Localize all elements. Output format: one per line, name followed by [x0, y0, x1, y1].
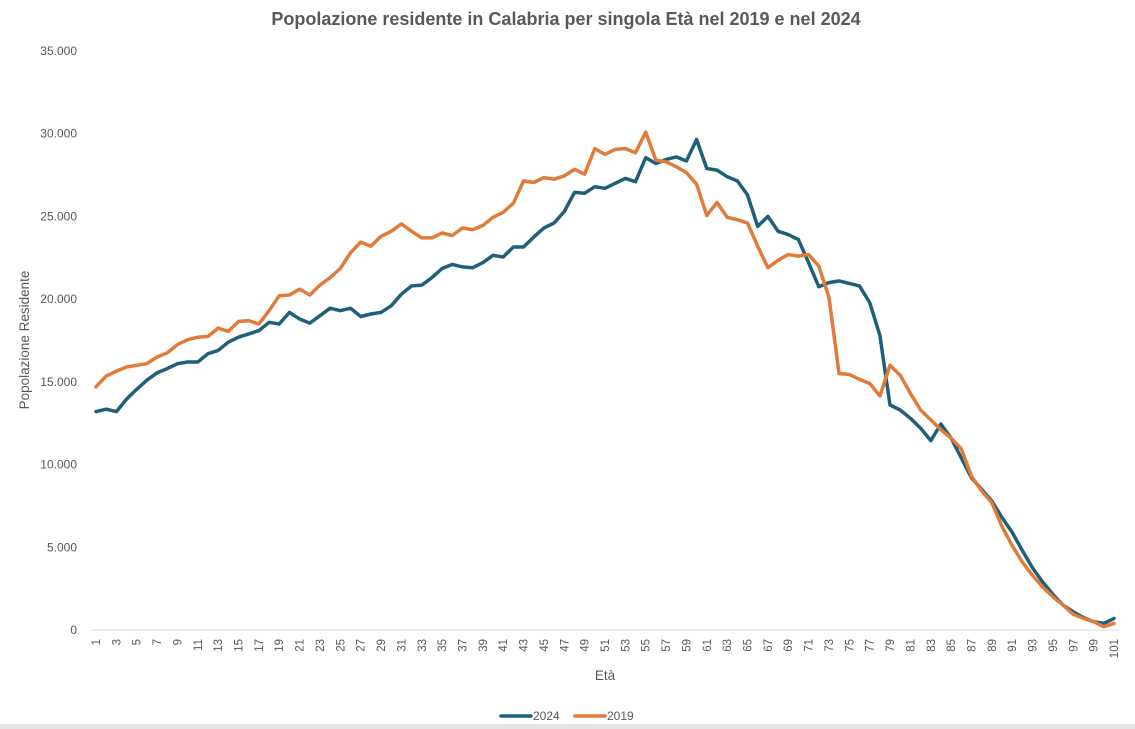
- y-tick-label: 25.000: [40, 209, 77, 223]
- x-tick-label: 5: [132, 639, 144, 645]
- x-axis-ticks: 1 3 5 7 9 11 13 15 17 19 21 23 25 27 29 31 33 35 37 39 41 43 4…: [91, 639, 1121, 658]
- x-tick-label: 37: [457, 639, 469, 652]
- x-tick-label: 19: [274, 639, 286, 652]
- x-tick-label: 63: [722, 639, 734, 652]
- x-tick-label: 45: [539, 639, 551, 652]
- y-axis-ticks: 0 5.000 10.000 15.000 20.000 25.000 30.000 35.0…: [40, 44, 77, 637]
- chart-title: Popolazione residente in Calabria per si…: [271, 9, 860, 29]
- x-tick-label: 75: [844, 639, 856, 652]
- x-tick-label: 81: [905, 639, 917, 652]
- x-tick-label: 3: [111, 639, 123, 645]
- x-tick-label: 77: [865, 639, 877, 652]
- x-tick-label: 21: [295, 639, 307, 652]
- y-tick-label: 5.000: [47, 540, 77, 554]
- x-tick-label: 9: [172, 639, 184, 645]
- x-tick-label: 71: [804, 639, 816, 652]
- y-tick-label: 15.000: [40, 375, 77, 389]
- y-axis-label: Popolazione Residente: [17, 271, 32, 410]
- series-line-2019: [94, 130, 1116, 629]
- x-tick-label: 33: [417, 639, 429, 652]
- y-tick-label: 35.000: [40, 44, 77, 58]
- y-tick-label: 10.000: [40, 458, 77, 472]
- x-tick-label: 95: [1048, 639, 1060, 652]
- x-tick-label: 31: [396, 639, 408, 652]
- x-tick-label: 93: [1028, 639, 1040, 652]
- x-tick-label: 53: [620, 639, 632, 652]
- x-tick-label: 1: [91, 639, 103, 645]
- x-tick-label: 89: [987, 639, 999, 652]
- x-tick-label: 83: [926, 639, 938, 652]
- x-tick-label: 61: [702, 639, 714, 652]
- x-axis-label: Età: [595, 668, 616, 683]
- x-tick-label: 87: [966, 639, 978, 652]
- y-tick-label: 0: [70, 623, 77, 637]
- series-group: [94, 130, 1116, 629]
- x-tick-label: 43: [519, 639, 531, 652]
- x-tick-label: 91: [1007, 639, 1019, 652]
- legend-label-2024: 2024: [533, 709, 560, 723]
- x-tick-label: 49: [580, 639, 592, 652]
- x-tick-label: 17: [254, 639, 266, 652]
- x-tick-label: 57: [661, 639, 673, 652]
- bottom-border: [0, 724, 1135, 729]
- x-tick-label: 35: [437, 639, 449, 652]
- x-tick-label: 27: [356, 639, 368, 652]
- x-tick-label: 85: [946, 639, 958, 652]
- x-tick-label: 23: [315, 639, 327, 652]
- x-tick-label: 47: [559, 639, 571, 652]
- legend: 2024 2019: [499, 709, 634, 723]
- x-tick-label: 55: [641, 639, 653, 652]
- y-tick-label: 20.000: [40, 292, 77, 306]
- x-tick-label: 99: [1089, 639, 1101, 652]
- x-tick-label: 41: [498, 639, 510, 652]
- x-tick-label: 69: [783, 639, 795, 652]
- x-tick-label: 67: [763, 639, 775, 652]
- x-tick-label: 7: [152, 639, 164, 645]
- x-tick-label: 73: [824, 639, 836, 652]
- series-line-2024: [94, 137, 1116, 626]
- x-tick-label: 97: [1068, 639, 1080, 652]
- x-tick-label: 29: [376, 639, 388, 652]
- legend-label-2019: 2019: [607, 709, 634, 723]
- x-tick-label: 25: [335, 639, 347, 652]
- x-tick-label: 51: [600, 639, 612, 652]
- x-tick-label: 59: [681, 639, 693, 652]
- x-tick-label: 13: [213, 639, 225, 652]
- x-tick-label: 79: [885, 639, 897, 652]
- x-tick-label: 39: [478, 639, 490, 652]
- x-tick-label: 65: [743, 639, 755, 652]
- y-tick-label: 30.000: [40, 127, 77, 141]
- x-tick-label: 101: [1109, 639, 1121, 658]
- x-tick-label: 15: [234, 639, 246, 652]
- x-tick-label: 11: [193, 639, 205, 651]
